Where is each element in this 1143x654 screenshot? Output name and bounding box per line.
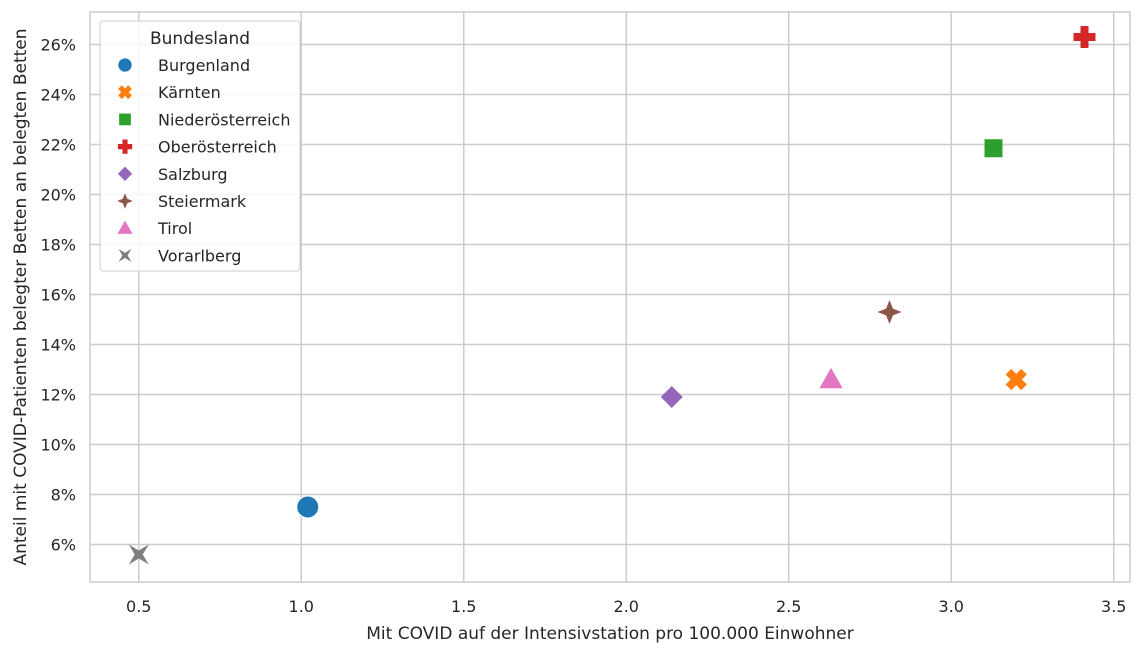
x-tick-label: 1.0 bbox=[289, 597, 314, 616]
x-tick-label: 3.0 bbox=[939, 597, 964, 616]
y-tick-label: 12% bbox=[40, 386, 76, 405]
legend-label-tirol: Tirol bbox=[157, 219, 192, 238]
x-tick-label: 1.5 bbox=[451, 597, 476, 616]
legend-marker-niederoesterreich bbox=[119, 113, 131, 126]
legend-box bbox=[99, 20, 301, 272]
legend-label-steiermark: Steiermark bbox=[158, 192, 247, 211]
data-point-oberoesterreich bbox=[1073, 26, 1096, 48]
y-tick-label: 10% bbox=[40, 436, 76, 455]
y-tick-label: 6% bbox=[51, 536, 76, 555]
legend-items: Burgenland Kärnten Niederösterreich Oberöst… bbox=[117, 56, 290, 265]
data-point-salzburg bbox=[660, 386, 683, 408]
y-axis-label: Anteil mit COVID-Patienten belegter Bett… bbox=[11, 28, 31, 565]
y-tick-label: 18% bbox=[40, 236, 76, 255]
legend-marker-kaernten bbox=[118, 85, 132, 100]
legend: Bundesland Burgenland Kärnten Niederösterr… bbox=[99, 20, 301, 272]
data-point-kaernten bbox=[1005, 368, 1027, 391]
y-tick-label: 14% bbox=[40, 336, 76, 355]
legend-label-oberoesterreich: Oberösterreich bbox=[158, 138, 277, 157]
data-point-burgenland bbox=[296, 495, 320, 519]
x-tick-label: 3.5 bbox=[1101, 597, 1126, 616]
legend-label-vorarlberg: Vorarlberg bbox=[158, 246, 241, 265]
x-axis-label: Mit COVID auf der Intensivstation pro 10… bbox=[366, 624, 853, 644]
plot-frame bbox=[89, 11, 1131, 583]
legend-marker-salzburg bbox=[117, 166, 133, 181]
data-point-vorarlberg bbox=[128, 544, 149, 565]
legend-marker-burgenland bbox=[117, 57, 133, 73]
y-tick-label: 20% bbox=[40, 186, 76, 205]
x-tick-label: 0.5 bbox=[126, 597, 151, 616]
y-tick-label: 24% bbox=[40, 86, 76, 105]
data-point-steiermark bbox=[877, 300, 902, 324]
grid bbox=[90, 12, 1130, 582]
legend-marker-oberoesterreich bbox=[117, 139, 133, 154]
data-point-tirol bbox=[819, 367, 843, 389]
legend-label-salzburg: Salzburg bbox=[158, 165, 228, 184]
legend-marker-steiermark bbox=[117, 193, 133, 209]
x-tick-label: 2.0 bbox=[614, 597, 639, 616]
legend-label-kaernten: Kärnten bbox=[158, 83, 221, 102]
y-tick-label: 22% bbox=[40, 136, 76, 155]
y-tick-label: 8% bbox=[51, 486, 76, 505]
legend-marker-tirol bbox=[117, 220, 133, 234]
data-points bbox=[128, 26, 1096, 565]
data-point-niederoesterreich bbox=[984, 139, 1003, 158]
legend-label-burgenland: Burgenland bbox=[158, 56, 250, 75]
legend-title: Bundesland bbox=[150, 29, 250, 49]
x-tick-label: 2.5 bbox=[776, 597, 801, 616]
ticks: 0.5 1.0 1.5 2.0 2.5 3.0 3.5 6% 8% 10% 12% 14% 16% 18%… bbox=[40, 36, 1126, 617]
legend-marker-vorarlberg bbox=[118, 248, 132, 262]
y-tick-label: 16% bbox=[40, 286, 76, 305]
y-tick-label: 26% bbox=[40, 36, 76, 55]
legend-label-niederoesterreich: Niederösterreich bbox=[158, 110, 290, 129]
